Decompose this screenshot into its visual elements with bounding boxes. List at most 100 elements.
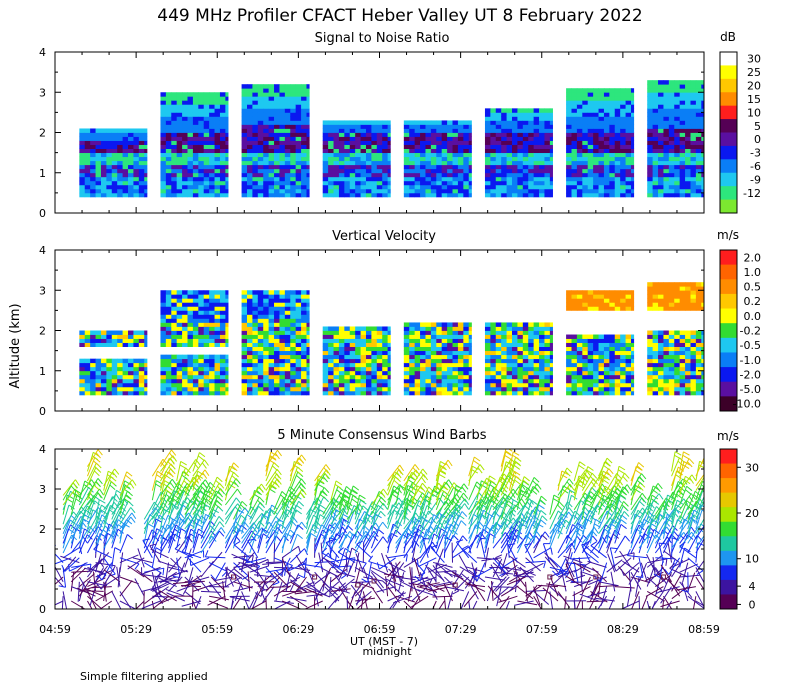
heatmap-cell <box>360 148 367 154</box>
heatmap-cell <box>658 370 664 376</box>
heatmap-cell <box>409 192 416 198</box>
heatmap-cell <box>219 342 226 347</box>
heatmap-cell <box>517 338 524 343</box>
heatmap-cell <box>576 290 583 295</box>
heatmap-cell <box>214 116 221 121</box>
heatmap-cell <box>290 188 297 194</box>
heatmap-cell <box>138 338 145 343</box>
heatmap-cell <box>539 350 545 356</box>
heatmap-cell <box>268 120 275 125</box>
heatmap-cell <box>176 128 183 133</box>
heatmap-cell <box>382 148 389 154</box>
heatmap-cell <box>252 192 259 198</box>
heatmap-cell <box>647 342 654 347</box>
heatmap-cell <box>301 140 307 145</box>
heatmap-cell <box>647 160 654 166</box>
heatmap-cell <box>198 354 205 360</box>
heatmap-cell <box>338 370 345 376</box>
heatmap-cell <box>187 156 194 162</box>
heatmap-cell <box>447 366 453 372</box>
heatmap-cell <box>414 378 421 384</box>
heatmap-cell <box>306 334 310 339</box>
heatmap-cell <box>128 148 134 154</box>
heatmap-cell <box>274 314 280 319</box>
heatmap-cell <box>187 334 194 339</box>
heatmap-cell <box>122 164 129 170</box>
heatmap-cell <box>490 370 497 376</box>
heatmap-cell <box>663 180 670 186</box>
heatmap-cell <box>268 160 275 166</box>
heatmap-cell <box>382 350 389 356</box>
heatmap-cell <box>663 382 670 388</box>
heatmap-cell <box>576 184 583 190</box>
heatmap-cell <box>209 96 215 101</box>
heatmap-cell <box>484 346 491 352</box>
heatmap-cell <box>274 342 280 347</box>
colorbar-label: 5 <box>754 120 761 133</box>
heatmap-cell <box>674 282 681 287</box>
heatmap-cell <box>128 176 134 182</box>
heatmap-cell <box>355 378 361 384</box>
heatmap-cell <box>203 104 210 109</box>
heatmap-cell <box>192 354 199 360</box>
heatmap-cell <box>274 298 280 303</box>
heatmap-cell <box>544 362 551 368</box>
heatmap-cell <box>495 390 502 396</box>
heatmap-cell <box>192 330 199 335</box>
heatmap-cell <box>539 164 545 170</box>
heatmap-cell <box>360 160 367 166</box>
wind-barb <box>136 569 153 583</box>
heatmap-cell <box>576 164 583 170</box>
heatmap-cell <box>274 350 280 356</box>
heatmap-cell <box>100 140 107 145</box>
heatmap-cell <box>593 148 599 154</box>
heatmap-cell <box>609 92 616 97</box>
heatmap-cell <box>447 180 453 186</box>
wind-barb-flag <box>142 538 150 541</box>
heatmap-cell <box>371 192 378 198</box>
heatmap-cell <box>301 290 307 295</box>
heatmap-cell <box>566 152 572 158</box>
heatmap-cell <box>463 152 470 158</box>
heatmap-cell <box>403 192 410 198</box>
heatmap-cell <box>203 152 210 158</box>
heatmap-cell <box>533 354 540 360</box>
heatmap-cell <box>90 180 96 186</box>
heatmap-cell <box>111 148 118 154</box>
heatmap-cell <box>674 374 681 380</box>
heatmap-cell <box>457 370 464 376</box>
heatmap-cell <box>690 366 697 372</box>
heatmap-cell <box>420 334 426 339</box>
heatmap-cell <box>295 156 302 162</box>
heatmap-cell <box>252 310 259 315</box>
heatmap-cell <box>225 172 229 178</box>
heatmap-cell <box>279 294 286 299</box>
heatmap-cell <box>209 120 215 125</box>
heatmap-cell <box>382 128 389 133</box>
heatmap-cell <box>512 326 518 331</box>
heatmap-cell <box>111 338 118 343</box>
heatmap-cell <box>425 160 432 166</box>
vv-heatmap <box>79 282 704 396</box>
heatmap-cell <box>668 378 675 384</box>
heatmap-cell <box>187 96 194 101</box>
heatmap-cell <box>701 346 704 352</box>
heatmap-cell <box>257 322 264 327</box>
heatmap-cell <box>117 128 124 133</box>
heatmap-cell <box>414 132 421 137</box>
heatmap-cell <box>663 192 670 198</box>
heatmap-cell <box>414 334 421 339</box>
wind-barb-flag <box>75 479 80 486</box>
heatmap-cell <box>484 382 491 388</box>
heatmap-cell <box>490 124 497 129</box>
heatmap-cell <box>192 390 199 396</box>
heatmap-cell <box>668 386 675 392</box>
heatmap-cell <box>544 180 551 186</box>
wind-barb-flag <box>130 516 136 523</box>
heatmap-cell <box>566 160 572 166</box>
heatmap-cell <box>338 188 345 194</box>
heatmap-cell <box>625 144 632 149</box>
wind-barb <box>95 519 104 539</box>
heatmap-cell <box>614 354 621 360</box>
heatmap-cell <box>165 96 172 101</box>
